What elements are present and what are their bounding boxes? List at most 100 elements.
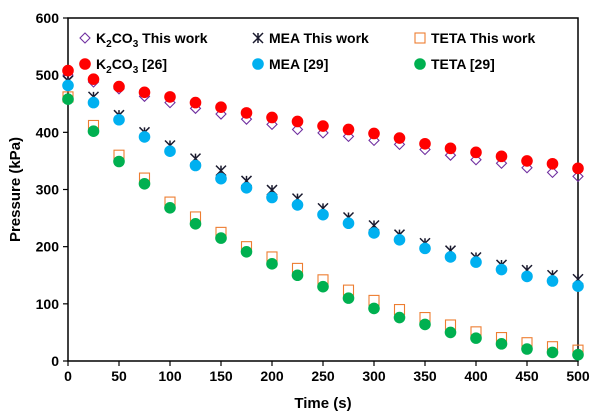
- data-point: [87, 73, 100, 85]
- data-point: [342, 123, 355, 136]
- data-point: [495, 338, 508, 350]
- data-points: [62, 64, 584, 361]
- legend-marker: [414, 32, 426, 44]
- legend-label: TETA [29]: [431, 56, 495, 72]
- data-point: [266, 111, 278, 124]
- data-point: [444, 149, 457, 161]
- data-point: [215, 108, 227, 120]
- legend-item: K2CO3 [26]: [79, 56, 167, 76]
- x-tick-label: 150: [209, 368, 233, 384]
- legend-label: K2CO3 This work: [96, 30, 208, 50]
- y-tick-label: 400: [36, 124, 60, 140]
- data-point: [470, 256, 482, 268]
- legend-item: MEA [29]: [252, 56, 328, 72]
- legend-label: TETA This work: [431, 30, 535, 46]
- legend-item: TETA [29]: [414, 56, 495, 72]
- legend-label: MEA [29]: [269, 56, 328, 72]
- data-point: [291, 123, 304, 136]
- data-point: [317, 127, 329, 139]
- x-tick-label: 100: [158, 368, 182, 384]
- data-point: [189, 159, 202, 172]
- series-5: [62, 93, 584, 361]
- legend-label: MEA This work: [269, 30, 369, 46]
- data-point: [546, 166, 559, 179]
- data-point: [521, 343, 533, 355]
- y-tick-label: 500: [36, 67, 60, 83]
- x-tick-label: 250: [311, 368, 335, 384]
- data-point: [317, 208, 329, 221]
- data-point: [572, 162, 584, 175]
- y-tick-label: 100: [36, 296, 60, 312]
- data-point: [419, 137, 431, 150]
- data-point: [240, 246, 253, 258]
- y-tick-label: 300: [36, 182, 60, 198]
- data-point: [113, 155, 125, 168]
- data-point: [546, 157, 559, 170]
- data-point: [368, 134, 380, 147]
- data-point: [444, 326, 457, 339]
- y-axis-title: Pressure (kPa): [7, 137, 24, 242]
- data-point: [572, 170, 584, 183]
- data-point: [138, 131, 151, 143]
- data-point: [266, 191, 278, 204]
- data-point: [342, 130, 355, 143]
- data-point: [393, 311, 406, 324]
- series-3: [62, 64, 584, 175]
- legend-marker: [252, 32, 264, 44]
- x-tick-label: 50: [111, 368, 127, 384]
- data-point: [215, 101, 227, 113]
- data-point: [87, 125, 100, 137]
- data-point: [62, 79, 74, 92]
- data-point: [266, 118, 278, 131]
- y-tick-label: 0: [51, 353, 59, 369]
- legend-item: TETA This work: [414, 30, 535, 46]
- data-point: [189, 96, 202, 109]
- data-point: [470, 332, 482, 344]
- x-tick-label: 350: [413, 368, 437, 384]
- data-point: [393, 132, 406, 144]
- data-point: [444, 251, 457, 263]
- x-tick-label: 500: [566, 368, 590, 384]
- data-point: [240, 181, 253, 194]
- data-point: [546, 275, 559, 287]
- data-point: [521, 161, 533, 174]
- data-point: [342, 217, 355, 230]
- x-tick-label: 200: [260, 368, 284, 384]
- data-point: [317, 120, 329, 132]
- data-point: [215, 172, 227, 185]
- data-point: [189, 218, 202, 230]
- data-point: [419, 318, 431, 331]
- x-tick-label: 300: [362, 368, 386, 384]
- data-point: [495, 157, 508, 169]
- data-point: [368, 127, 380, 140]
- data-point: [266, 258, 278, 270]
- data-point: [164, 91, 176, 103]
- data-point: [317, 280, 329, 293]
- series-4: [62, 79, 584, 292]
- data-point: [368, 302, 380, 315]
- legend-item: MEA This work: [252, 30, 369, 46]
- y-tick-label: 200: [36, 239, 60, 255]
- data-point: [546, 346, 559, 359]
- data-point: [113, 113, 125, 126]
- data-point: [113, 80, 125, 93]
- legend: K2CO3 This work MEA This work TETA This wo…: [79, 30, 535, 76]
- data-point: [138, 86, 151, 99]
- data-point: [521, 155, 533, 167]
- data-point: [164, 201, 176, 214]
- data-point: [521, 270, 533, 283]
- legend-marker: [414, 58, 426, 70]
- data-point: [291, 115, 304, 128]
- data-point: [419, 242, 431, 255]
- legend-item: K2CO3 This work: [79, 30, 208, 50]
- data-point: [495, 150, 508, 163]
- legend-marker: [79, 58, 91, 70]
- x-tick-label: 400: [464, 368, 488, 384]
- data-point: [164, 145, 176, 157]
- data-point: [393, 234, 406, 246]
- y-tick-label: 600: [36, 10, 60, 26]
- data-point: [444, 142, 457, 155]
- axis-ticks: 0 50 100 150 200 250 300 350 400 450 500 0 100 200 300…: [36, 10, 590, 384]
- data-point: [470, 146, 482, 159]
- data-point: [495, 263, 508, 276]
